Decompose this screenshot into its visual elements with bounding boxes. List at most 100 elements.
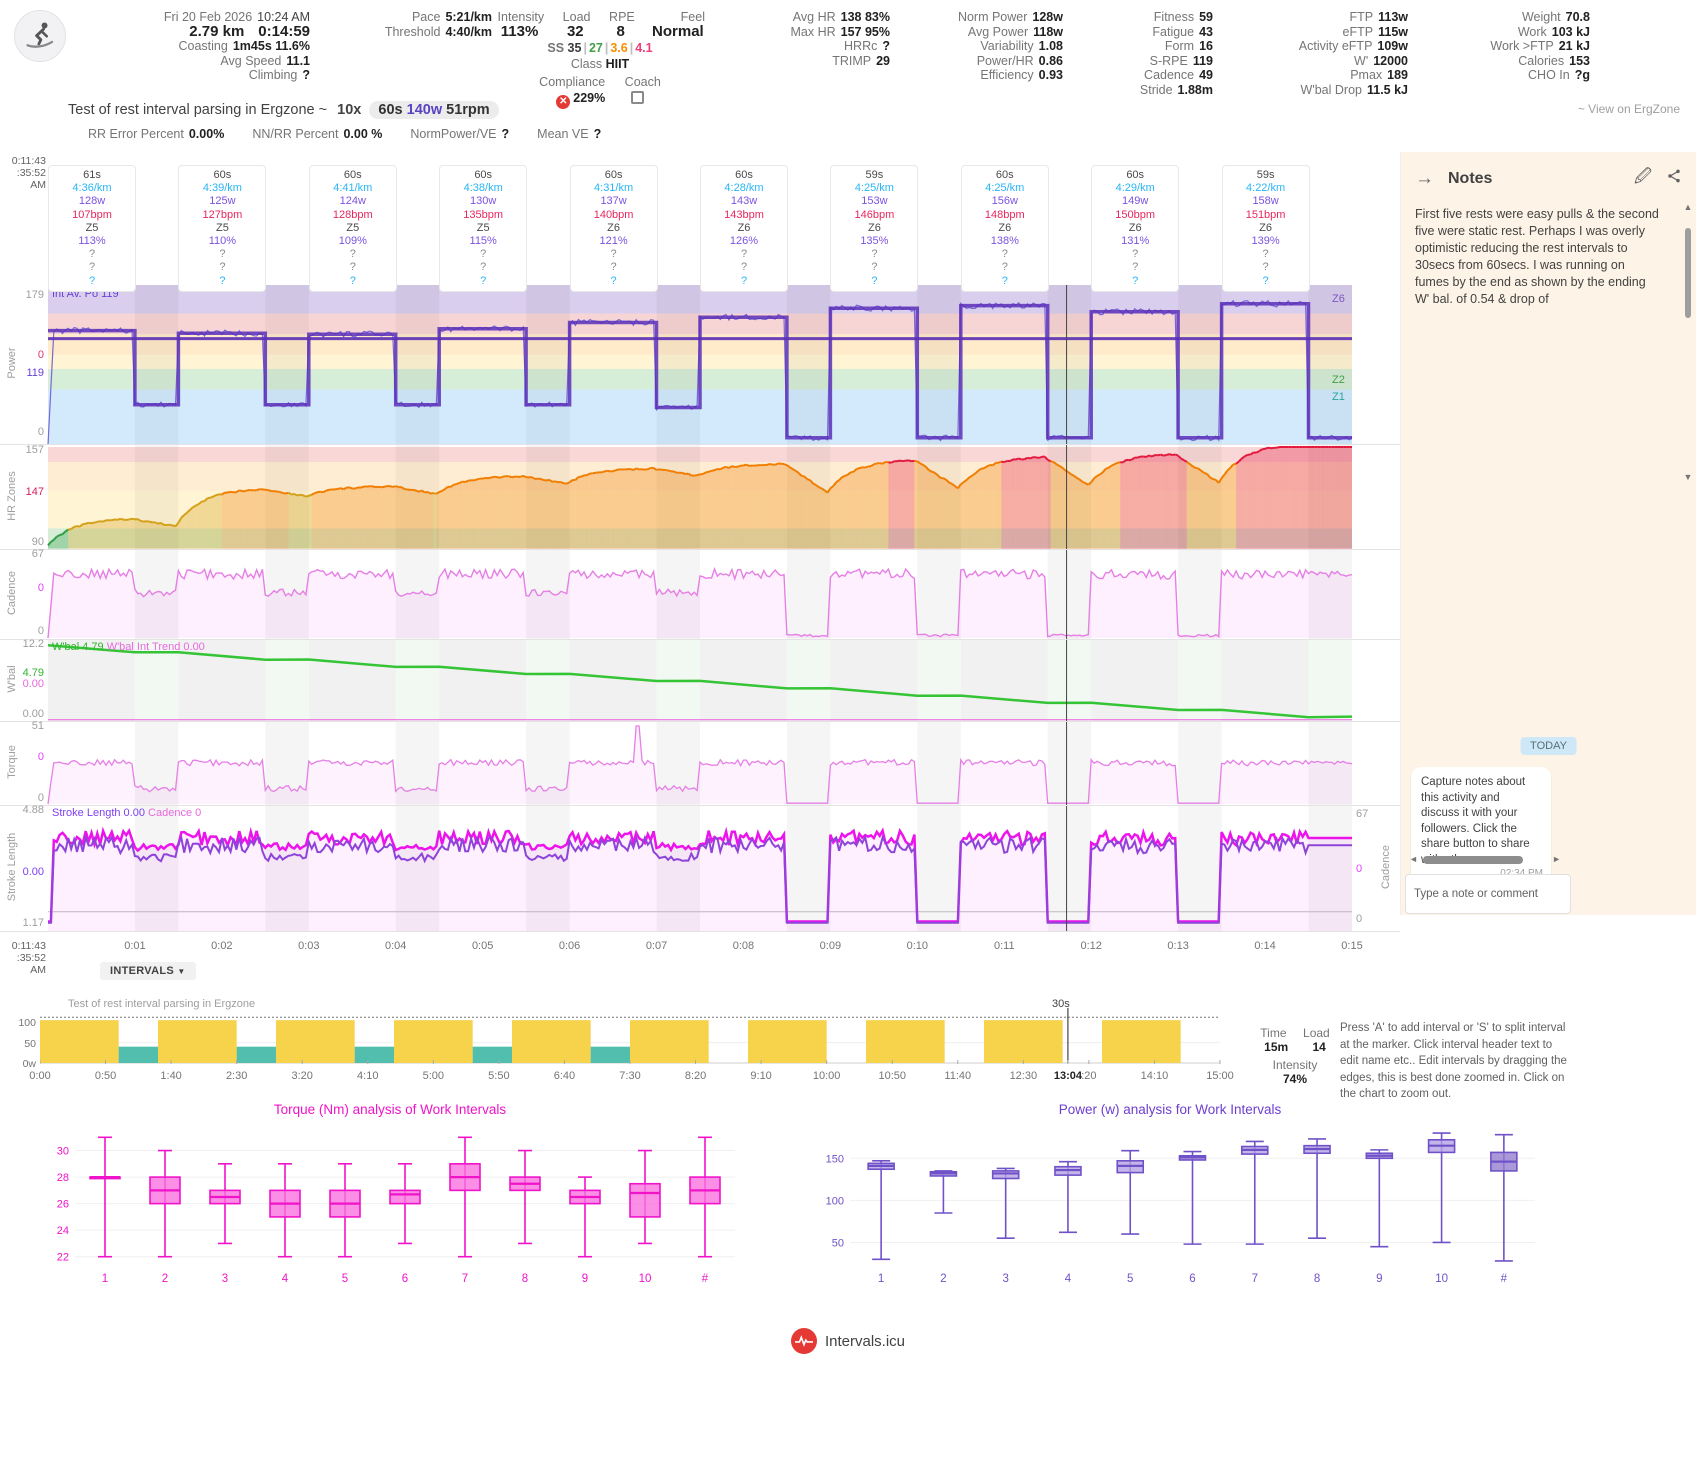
scroll-left-icon[interactable]: ◄ [1409, 854, 1418, 864]
interval-card-field: 158w [1252, 195, 1279, 208]
axis-tick-label: 4.79 [22, 666, 44, 679]
box-item[interactable] [867, 1160, 895, 1261]
box-item[interactable] [449, 1136, 481, 1258]
note-comment-input[interactable] [1405, 874, 1571, 914]
box-category-label: 3 [222, 1273, 228, 1285]
intervals-icu-logo-icon[interactable] [790, 1328, 817, 1354]
header-col-body: Weight 70.8 Work 103 kJ Work >FTP 21 kJ Calori… [1425, 10, 1590, 83]
power-boxplot-title: Power (w) analysis for Work Intervals [1058, 1102, 1282, 1117]
chart-panel-hr[interactable]: HR Zones 157 147 90 [0, 444, 1400, 550]
timeline-y-label: 50 [24, 1037, 36, 1050]
timeline-x-label: 6:40 [553, 1070, 576, 1082]
interval-card-field: ? [88, 248, 96, 261]
stat-value: 119 [1192, 53, 1213, 68]
notes-vertical-scrollbar[interactable]: ▲ ▼ [1683, 202, 1693, 482]
intervals-dropdown-button[interactable]: INTERVALS ▼ [100, 962, 196, 980]
box-item[interactable] [629, 1149, 661, 1245]
x-axis-tick: 0:12 [1080, 940, 1102, 952]
torque-boxplot-chart[interactable]: 22 24 26 28 30 1 2 3 4 5 6 7 8 9 10 # [30, 1124, 745, 1289]
ss-part: 3.6 [610, 41, 628, 55]
interval-timeline-chart[interactable] [40, 1008, 1225, 1066]
axis-tick-label: 1.17 [22, 917, 44, 930]
coach-checkbox[interactable] [630, 90, 644, 104]
stat-value: 113w [1378, 10, 1408, 24]
box-item[interactable] [389, 1163, 421, 1245]
interval-card[interactable]: 60s 4:39/km 125w 127bpm Z5 110%??? [178, 165, 267, 292]
power-boxplot-chart[interactable]: 50 100 150 1 2 3 4 5 6 7 8 9 10 # [795, 1124, 1545, 1289]
box-item[interactable] [1303, 1138, 1331, 1240]
interval-card-field: 61s [83, 169, 101, 181]
interval-card-field: 139% [1251, 235, 1280, 248]
stat-value: ? [302, 68, 310, 82]
interval-card[interactable]: 60s 4:28/km 143w 143bpm Z6 126%??? [700, 165, 788, 292]
stat-value: ?g [1574, 68, 1590, 82]
interval-card-field: Z6 [1259, 221, 1273, 234]
scroll-up-icon[interactable]: ▲ [1683, 202, 1693, 212]
scroll-right-icon[interactable]: ► [1552, 854, 1561, 864]
interval-card[interactable]: 60s 4:38/km 130w 135bpm Z5 115%??? [439, 165, 528, 292]
interval-card-field: ? [88, 274, 96, 287]
interval-card-field: 130w [470, 195, 497, 208]
x-axis-tick: 0:07 [645, 940, 668, 952]
interval-card-field: ? [88, 261, 96, 274]
brand-name[interactable]: Intervals.icu [824, 1332, 906, 1350]
view-on-ergzone-link[interactable]: ~ View on ErgZone [1577, 102, 1680, 116]
box-item[interactable] [509, 1149, 541, 1245]
interval-card[interactable]: 60s 4:31/km 137w 140bpm Z6 121%??? [569, 165, 658, 292]
interval-card-field: Z6 [1128, 221, 1142, 234]
box-item[interactable] [269, 1163, 301, 1258]
stat-value: 11.5 kJ [1366, 82, 1408, 97]
timeline-x-label: 13:04 [1053, 1070, 1082, 1082]
interval-card[interactable]: 60s 4:29/km 149w 150bpm Z6 131%??? [1091, 165, 1180, 292]
box-item[interactable] [149, 1149, 181, 1258]
activity-title[interactable]: Test of rest interval parsing in Ergzone [68, 102, 315, 118]
ss-values: 35 | 27 | 3.6 | 4.1 [567, 41, 653, 55]
interval-card-field: 121% [599, 235, 628, 248]
box-item[interactable] [1427, 1132, 1456, 1244]
box-item[interactable] [209, 1163, 241, 1245]
interval-card[interactable]: 59s 4:22/km 158w 151bpm Z6 139%??? [1221, 165, 1310, 292]
interval-card[interactable]: 59s 4:25/km 153w 146bpm Z6 135%??? [830, 165, 919, 292]
box-item[interactable] [1240, 1140, 1269, 1245]
box-category-label: 1 [878, 1273, 884, 1285]
box-item[interactable] [1178, 1150, 1207, 1245]
interval-card[interactable]: 61s 4:36/km 128w 107bpm Z5 113%??? [48, 165, 136, 292]
scroll-down-icon[interactable]: ▼ [1683, 472, 1693, 482]
chart-panel-stroke[interactable]: Stroke Length 4.88 0.00 1.17 67 0 0 Cadence Stro… [0, 804, 1400, 932]
box-item[interactable] [1054, 1160, 1082, 1234]
box-item[interactable] [991, 1167, 1020, 1240]
cursor-time-readout-bottom: 0:11:43:35:52 AM [11, 940, 46, 976]
box-item[interactable] [1365, 1149, 1394, 1248]
attachment-icon[interactable]: 🖉 [1633, 167, 1652, 186]
interval-card[interactable]: 60s 4:25/km 156w 148bpm Z6 138%??? [960, 165, 1049, 292]
box-item[interactable] [1490, 1133, 1518, 1262]
box-item[interactable] [689, 1136, 721, 1258]
stat-label: Activity eFTP [1298, 39, 1373, 53]
stat-value: 5:21/km [445, 10, 492, 24]
compliance-error-icon: ✕ [556, 94, 571, 109]
interval-card[interactable]: 60s 4:41/km 124w 128bpm Z5 109%??? [308, 165, 397, 292]
chart-panel-cadence[interactable]: Cadence 67 0 0 [0, 548, 1400, 640]
workout-chip[interactable]: 60s 140w 51rpm [369, 101, 499, 119]
interval-card-field: 60s [213, 169, 232, 181]
interval-card-field: Z5 [476, 221, 490, 234]
notes-text[interactable]: First five rests were easy pulls & the s… [1415, 207, 1659, 306]
chart-panel-power[interactable]: Power 179 0 119 0 Int Av. Po 119 Z6 Z2 Z1 [0, 285, 1400, 445]
notes-panel: → Notes 🖉 First five rests were easy pul… [1400, 152, 1696, 915]
interval-card-field: 115% [469, 235, 497, 248]
box-item[interactable] [569, 1176, 601, 1258]
chart-panel-wbal[interactable]: W'bal 12.2 4.79 0.00 0.00 W'bal 4.79 W'bal In… [0, 638, 1400, 722]
chart-panel-torque[interactable]: Torque 51 0 0 [0, 720, 1400, 806]
collapse-panel-arrow-icon[interactable]: → [1415, 167, 1434, 189]
box-category-label: 1 [102, 1273, 108, 1285]
zone-label: Z1 [1332, 390, 1345, 403]
share-icon[interactable] [1666, 168, 1682, 189]
box-item[interactable] [89, 1136, 121, 1258]
box-item[interactable] [329, 1163, 361, 1258]
activity-type-avatar[interactable] [14, 10, 66, 62]
box-item[interactable] [1116, 1149, 1145, 1235]
notes-horizontal-scrollbar[interactable]: ◄ ► [1409, 854, 1561, 866]
box-item[interactable] [929, 1170, 958, 1214]
stat-label: Efficiency [980, 68, 1034, 82]
right-axis-tick-label: 0 [1356, 863, 1363, 875]
